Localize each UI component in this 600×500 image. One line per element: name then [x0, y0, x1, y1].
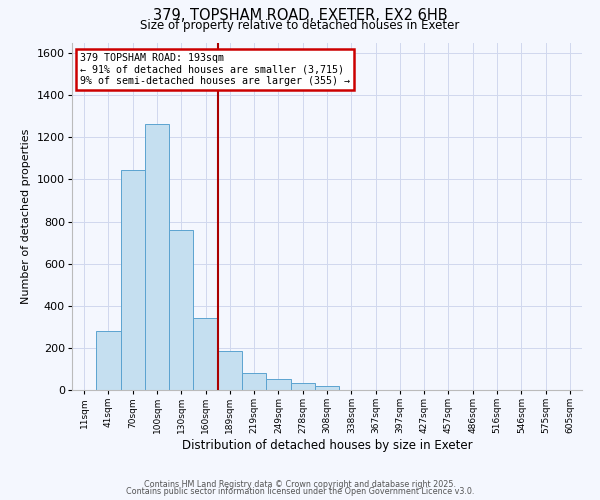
Bar: [169, 230, 193, 390]
Bar: [121, 170, 145, 390]
Text: Contains public sector information licensed under the Open Government Licence v3: Contains public sector information licen…: [126, 487, 474, 496]
Text: 379 TOPSHAM ROAD: 193sqm
← 91% of detached houses are smaller (3,715)
9% of semi: 379 TOPSHAM ROAD: 193sqm ← 91% of detach…: [80, 53, 350, 86]
Bar: [266, 380, 290, 390]
Bar: [193, 318, 218, 390]
Y-axis label: Number of detached properties: Number of detached properties: [22, 128, 31, 304]
Text: Size of property relative to detached houses in Exeter: Size of property relative to detached ho…: [140, 19, 460, 32]
X-axis label: Distribution of detached houses by size in Exeter: Distribution of detached houses by size …: [182, 439, 472, 452]
Text: 379, TOPSHAM ROAD, EXETER, EX2 6HB: 379, TOPSHAM ROAD, EXETER, EX2 6HB: [152, 8, 448, 22]
Bar: [290, 382, 315, 390]
Bar: [145, 124, 169, 390]
Bar: [242, 373, 266, 390]
Bar: [315, 386, 339, 390]
Bar: [218, 351, 242, 390]
Text: Contains HM Land Registry data © Crown copyright and database right 2025.: Contains HM Land Registry data © Crown c…: [144, 480, 456, 489]
Bar: [96, 331, 121, 390]
